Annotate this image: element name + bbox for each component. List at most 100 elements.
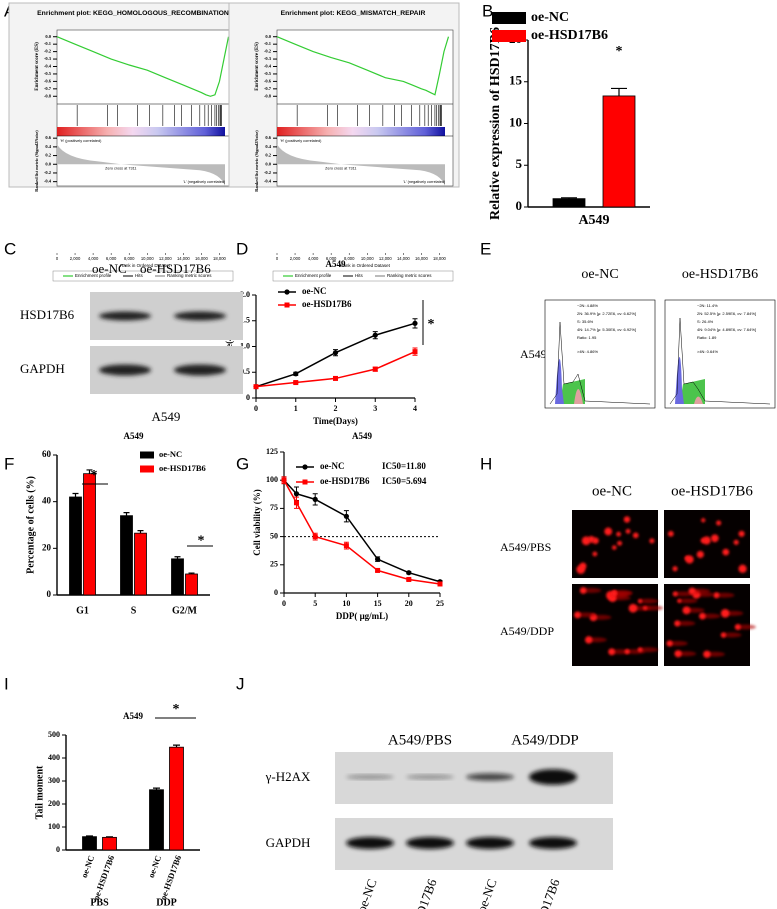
marker bbox=[343, 543, 349, 549]
marker bbox=[406, 576, 412, 582]
marker bbox=[284, 302, 290, 308]
annotation: * bbox=[91, 468, 98, 483]
marker bbox=[312, 534, 318, 540]
y-tick-label: 0.4 bbox=[45, 144, 51, 149]
chart-title: A549 bbox=[123, 711, 143, 721]
comet-head bbox=[674, 650, 682, 658]
y-tick-label: 50 bbox=[270, 531, 278, 540]
y-tick-label: 15 bbox=[509, 73, 523, 88]
legend-box bbox=[52, 270, 234, 282]
comet-head bbox=[624, 649, 630, 655]
comet-head bbox=[617, 540, 623, 546]
cell-cycle-stat: 2N: 52.5% [μ: 2.59E6, cv: 7.84%] bbox=[697, 311, 756, 316]
comet-head bbox=[703, 650, 711, 658]
error-bar bbox=[72, 492, 79, 497]
metric-area bbox=[277, 144, 445, 187]
legend-label: Ranking metric scores bbox=[387, 273, 432, 278]
y-tick-label: 200 bbox=[48, 799, 60, 808]
legend-box bbox=[272, 270, 454, 282]
y-tick-label: 0 bbox=[47, 589, 52, 599]
y-tick-label: 0 bbox=[516, 198, 523, 213]
y-tick-label: 1.5 bbox=[240, 316, 250, 325]
band bbox=[466, 837, 514, 849]
panel-label: J bbox=[236, 674, 245, 693]
cell-cycle-stat: Ratio: 1.95 bbox=[577, 335, 597, 340]
y-tick-label: -0.2 bbox=[264, 49, 272, 54]
chart-title: A549 bbox=[352, 431, 372, 441]
x-tick-label: 12,000 bbox=[379, 256, 392, 261]
marker bbox=[333, 375, 338, 381]
y-tick-label: 0.4 bbox=[265, 144, 271, 149]
marker bbox=[293, 500, 299, 506]
marker bbox=[293, 371, 299, 377]
band bbox=[174, 311, 226, 321]
x-tick-label: A549 bbox=[578, 213, 609, 228]
comet-head bbox=[643, 605, 648, 611]
annotation: 'H' (positively correlated) bbox=[280, 139, 322, 143]
comet-head bbox=[738, 564, 747, 573]
comet-head bbox=[628, 603, 638, 613]
row-label: A549 bbox=[520, 347, 547, 361]
comet-head bbox=[685, 555, 694, 564]
y-tick-label: -0.4 bbox=[264, 64, 272, 69]
bar bbox=[102, 836, 117, 851]
x-tick-label: 14,000 bbox=[177, 256, 190, 261]
error-bar bbox=[123, 512, 130, 516]
comet-head bbox=[713, 592, 720, 599]
x-tick-label: 4,000 bbox=[88, 256, 99, 261]
comet-head bbox=[722, 548, 730, 556]
comet-head bbox=[649, 538, 655, 544]
y-tick-label: 40 bbox=[42, 496, 52, 506]
y-tick-label: 0.6 bbox=[265, 135, 271, 140]
legend-swatch bbox=[492, 30, 526, 42]
legend-label: IC50=5.694 bbox=[382, 476, 427, 486]
x-tick-label: PBS bbox=[90, 897, 109, 908]
legend-swatch bbox=[140, 451, 154, 459]
y-tick-label: 60 bbox=[42, 449, 52, 459]
x-tick-label: 4,000 bbox=[308, 256, 319, 261]
x-tick-label: G1 bbox=[76, 605, 89, 616]
x-tick-label: 0 bbox=[276, 256, 279, 261]
y-tick-label: 0.5 bbox=[240, 367, 250, 376]
panel-label: F bbox=[4, 454, 14, 473]
y-tick-label: -0.2 bbox=[44, 49, 52, 54]
band bbox=[346, 775, 394, 779]
bar bbox=[171, 558, 184, 596]
comet-head bbox=[623, 516, 631, 523]
marker bbox=[302, 479, 308, 485]
marker bbox=[284, 289, 290, 295]
y-tick-label: -0.2 bbox=[264, 170, 272, 175]
comet-tail bbox=[677, 598, 698, 604]
band bbox=[529, 837, 577, 849]
x-tick-label: 14,000 bbox=[397, 256, 410, 261]
comet-head bbox=[674, 620, 681, 627]
y-tick-label: 0.2 bbox=[265, 153, 271, 158]
marker bbox=[293, 491, 300, 497]
band bbox=[174, 364, 226, 376]
legend-swatch bbox=[140, 465, 154, 473]
y-tick-label: 10 bbox=[509, 114, 522, 129]
x-axis-label: Rank in Ordered Dataset bbox=[120, 263, 171, 268]
comet-head bbox=[625, 528, 631, 534]
comet-tail bbox=[638, 647, 659, 653]
marker bbox=[253, 384, 259, 390]
y-axis-label: Relative expression of HSD17B6 bbox=[488, 27, 503, 220]
row-label: GAPDH bbox=[266, 835, 311, 850]
panel-label: I bbox=[4, 674, 9, 693]
comet-head bbox=[667, 530, 674, 537]
bar bbox=[69, 496, 82, 596]
legend-label: oe-HSD17B6 bbox=[320, 476, 370, 486]
comet-tail bbox=[667, 640, 688, 646]
y-tick-label: 300 bbox=[48, 776, 60, 785]
x-tick-label: 4 bbox=[413, 404, 417, 413]
x-tick-label: 8,000 bbox=[124, 256, 135, 261]
legend-label: Enrichment profile bbox=[75, 273, 112, 278]
group-label: A549/PBS bbox=[388, 732, 452, 748]
comet-head bbox=[611, 590, 618, 597]
annotation: 'H' (positively correlated) bbox=[60, 139, 102, 143]
cell-cycle-stat: >4N: 4.86% bbox=[577, 349, 598, 354]
marker bbox=[343, 513, 349, 519]
legend-label: oe-HSD17B6 bbox=[159, 463, 206, 473]
annotation: 'L' (negatively correlated) bbox=[403, 180, 446, 184]
